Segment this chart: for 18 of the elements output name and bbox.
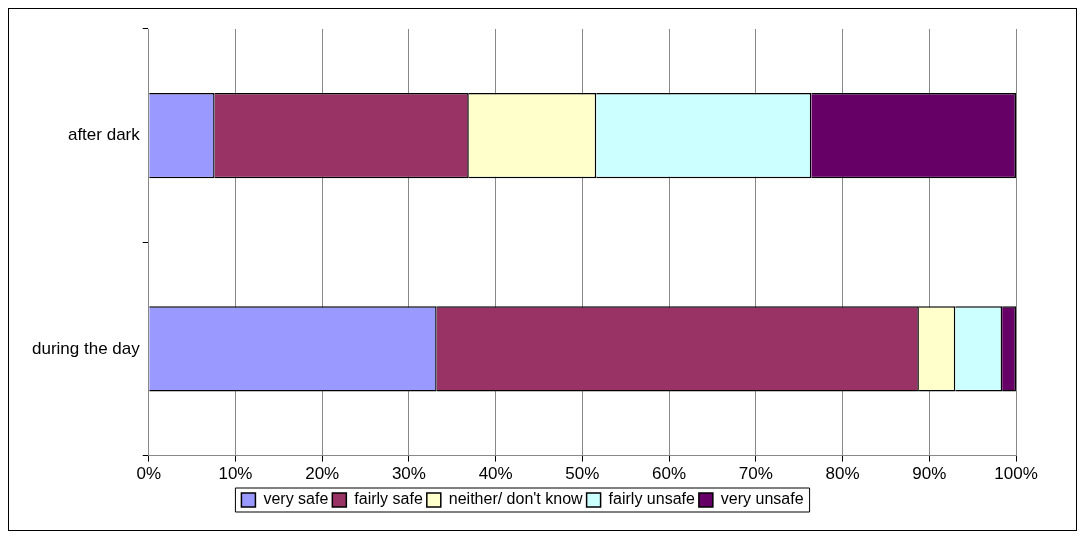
x-tick-label: 50%	[565, 464, 600, 484]
legend-label: fairly unsafe	[608, 490, 695, 508]
x-tick-label: 40%	[478, 464, 513, 484]
legend-label: neither/ don't know	[448, 490, 584, 508]
x-tick-label: 0%	[136, 464, 162, 484]
y-tick-label: during the day	[31, 338, 141, 358]
x-tick-label: 60%	[652, 464, 687, 484]
x-tick-label: 20%	[305, 464, 340, 484]
legend-label: fairly safe	[354, 490, 423, 508]
y-tick-label: after dark	[67, 125, 141, 145]
x-tick-label: 100%	[994, 464, 1038, 484]
x-tick-label: 10%	[218, 464, 253, 484]
legend-label: very unsafe	[720, 490, 804, 508]
x-tick-label: 30%	[391, 464, 426, 484]
x-tick-label: 90%	[912, 464, 947, 484]
legend-label: very safe	[263, 490, 329, 508]
x-tick-label: 80%	[825, 464, 860, 484]
x-tick-label: 70%	[738, 464, 773, 484]
